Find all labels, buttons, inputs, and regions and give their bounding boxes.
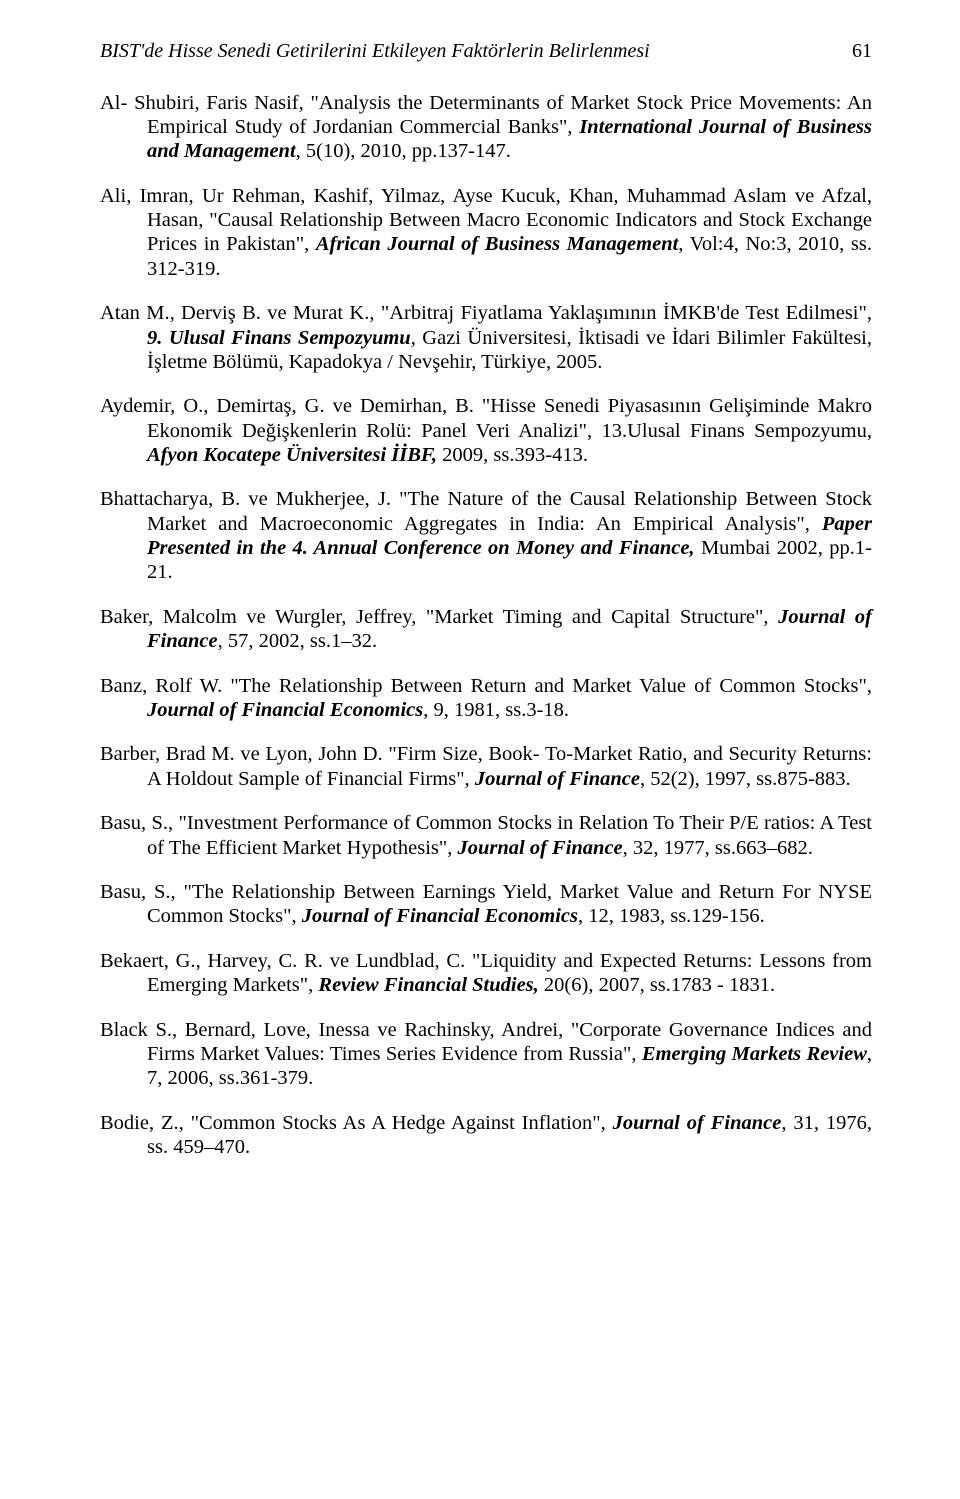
reference-entry: Bodie, Z., "Common Stocks As A Hedge Aga… [100, 1111, 872, 1159]
reference-entry: Al- Shubiri, Faris Nasif, "Analysis the … [100, 91, 872, 164]
reference-entry: Barber, Brad M. ve Lyon, John D. "Firm S… [100, 742, 872, 790]
reference-tail: , 9, 1981, ss.3-18. [423, 699, 569, 721]
reference-journal: Emerging Markets Review [642, 1043, 867, 1065]
reference-tail: , 5(10), 2010, pp.137-147. [296, 140, 511, 162]
reference-entry: Atan M., Derviş B. ve Murat K., "Arbitra… [100, 301, 872, 374]
reference-entry: Basu, S., "Investment Performance of Com… [100, 811, 872, 859]
reference-tail: , 12, 1983, ss.129-156. [578, 905, 765, 927]
reference-text: Bhattacharya, B. ve Mukherjee, J. "The N… [100, 488, 872, 534]
reference-journal: Journal of Finance [475, 768, 640, 790]
reference-text: Baker, Malcolm ve Wurgler, Jeffrey, "Mar… [100, 606, 778, 628]
reference-text: Aydemir, O., Demirtaş, G. ve Demirhan, B… [100, 395, 872, 441]
header-title: BIST'de Hisse Senedi Getirilerini Etkile… [100, 40, 832, 63]
reference-text: Banz, Rolf W. "The Relationship Between … [100, 675, 872, 697]
reference-entry: Bhattacharya, B. ve Mukherjee, J. "The N… [100, 487, 872, 584]
reference-tail: , 52(2), 1997, ss.875-883. [640, 768, 851, 790]
page-container: BIST'de Hisse Senedi Getirilerini Etkile… [0, 0, 960, 1220]
running-header: BIST'de Hisse Senedi Getirilerini Etkile… [100, 40, 872, 63]
reference-entry: Baker, Malcolm ve Wurgler, Jeffrey, "Mar… [100, 605, 872, 653]
references-list: Al- Shubiri, Faris Nasif, "Analysis the … [100, 91, 872, 1159]
reference-tail: , 32, 1977, ss.663–682. [623, 837, 813, 859]
reference-journal: Journal of Finance [457, 837, 622, 859]
reference-entry: Bekaert, G., Harvey, C. R. ve Lundblad, … [100, 949, 872, 997]
reference-text: Atan M., Derviş B. ve Murat K., "Arbitra… [100, 302, 872, 324]
reference-entry: Aydemir, O., Demirtaş, G. ve Demirhan, B… [100, 394, 872, 467]
reference-entry: Black S., Bernard, Love, Inessa ve Rachi… [100, 1018, 872, 1091]
reference-entry: Banz, Rolf W. "The Relationship Between … [100, 674, 872, 722]
reference-entry: Basu, S., "The Relationship Between Earn… [100, 880, 872, 928]
reference-journal: Journal of Financial Economics [147, 699, 423, 721]
reference-tail: 20(6), 2007, ss.1783 - 1831. [539, 974, 775, 996]
reference-journal: 9. Ulusal Finans Sempozyumu [147, 327, 411, 349]
reference-tail: , 57, 2002, ss.1–32. [218, 630, 377, 652]
reference-entry: Ali, Imran, Ur Rehman, Kashif, Yilmaz, A… [100, 184, 872, 281]
reference-journal: Afyon Kocatepe Üniversitesi İİBF, [147, 444, 437, 466]
reference-journal: Journal of Finance [613, 1112, 782, 1134]
reference-journal: Journal of Financial Economics [302, 905, 578, 927]
page-number: 61 [832, 40, 872, 63]
reference-journal: African Journal of Business Management [316, 233, 678, 255]
reference-tail: 2009, ss.393-413. [437, 444, 588, 466]
reference-text: Bodie, Z., "Common Stocks As A Hedge Aga… [100, 1112, 613, 1134]
reference-journal: Review Financial Studies, [318, 974, 538, 996]
